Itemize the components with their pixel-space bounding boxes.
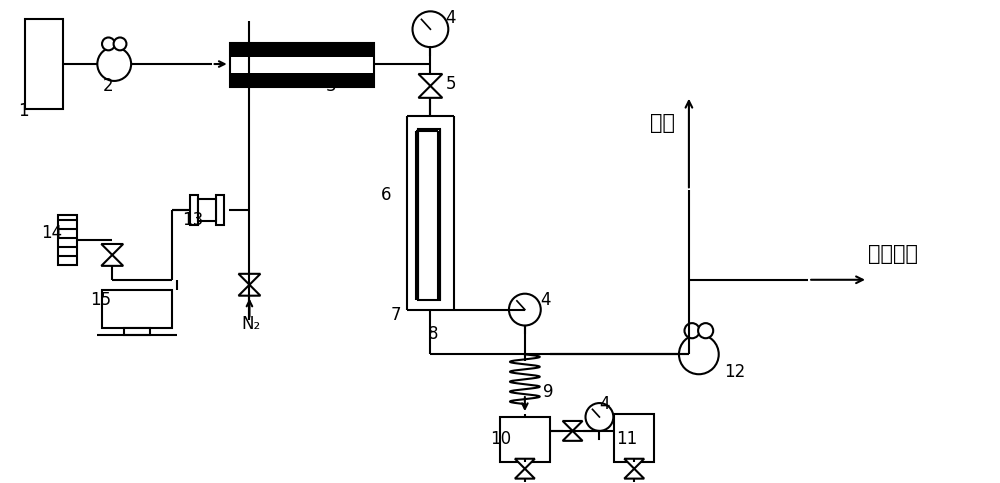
Text: 4: 4: [599, 395, 610, 413]
Text: 11: 11: [616, 430, 638, 448]
Text: 4: 4: [445, 9, 456, 27]
Text: 4: 4: [540, 291, 550, 309]
Polygon shape: [624, 469, 644, 479]
Bar: [230, 43, 374, 87]
Circle shape: [509, 294, 541, 326]
Bar: [614, 414, 654, 462]
Text: 3: 3: [326, 77, 337, 95]
Circle shape: [698, 323, 713, 338]
Polygon shape: [563, 431, 583, 441]
Text: 10: 10: [490, 430, 511, 448]
Bar: [230, 43, 374, 57]
Text: 7: 7: [391, 306, 401, 324]
Text: 12: 12: [724, 363, 745, 381]
Bar: [418, 128, 440, 299]
Polygon shape: [515, 469, 535, 479]
Text: N₂: N₂: [241, 315, 261, 333]
Polygon shape: [418, 86, 442, 98]
Polygon shape: [101, 255, 123, 266]
Bar: [190, 195, 198, 225]
Circle shape: [413, 11, 448, 47]
Polygon shape: [624, 459, 644, 469]
Polygon shape: [418, 74, 442, 86]
Bar: [58, 215, 77, 265]
Bar: [25, 19, 63, 109]
Bar: [230, 73, 374, 87]
Text: 6: 6: [381, 186, 391, 204]
Circle shape: [679, 334, 719, 374]
Polygon shape: [515, 459, 535, 469]
Bar: [500, 417, 550, 462]
Circle shape: [114, 38, 126, 50]
Text: 9: 9: [543, 383, 553, 401]
Text: 1: 1: [18, 102, 28, 120]
Text: 13: 13: [182, 211, 203, 229]
Text: 2: 2: [102, 77, 113, 95]
Circle shape: [684, 323, 700, 338]
Bar: [216, 195, 224, 225]
Bar: [102, 290, 172, 327]
Text: 14: 14: [41, 224, 62, 242]
Text: 色谱分析: 色谱分析: [868, 244, 918, 264]
Text: 15: 15: [90, 291, 111, 309]
Bar: [124, 327, 150, 336]
Text: 8: 8: [427, 326, 438, 343]
Polygon shape: [239, 285, 260, 296]
Circle shape: [97, 47, 131, 81]
Circle shape: [586, 403, 613, 431]
Polygon shape: [563, 421, 583, 431]
Bar: [198, 199, 216, 221]
Circle shape: [102, 38, 115, 50]
Text: 放空: 放空: [650, 113, 675, 133]
Polygon shape: [239, 274, 260, 285]
Text: 5: 5: [445, 75, 456, 93]
Polygon shape: [101, 244, 123, 255]
